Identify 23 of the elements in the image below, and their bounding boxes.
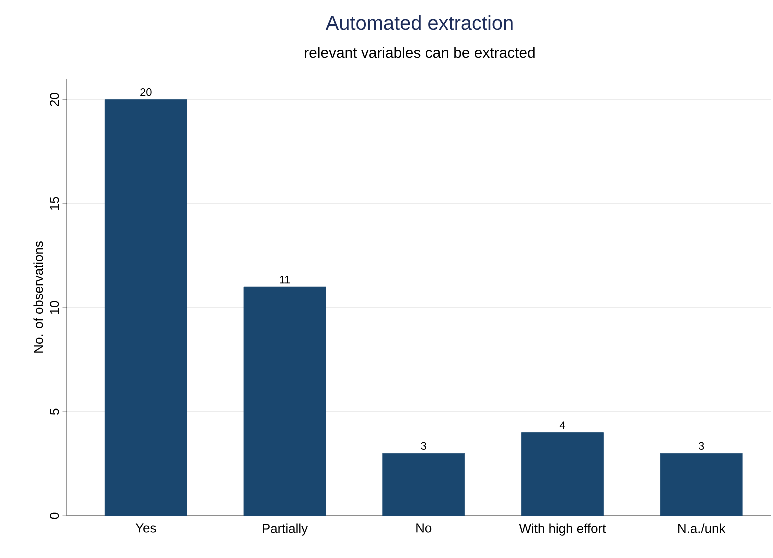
x-tick-label: With high effort <box>519 524 606 536</box>
chart-subtitle: relevant variables can be extracted <box>305 47 535 58</box>
y-tick-label: 20 <box>50 93 60 106</box>
x-tick-label: No <box>416 524 432 533</box>
y-tick-label: 10 <box>50 301 60 314</box>
chart-title: Automated extraction <box>326 16 513 30</box>
x-tick-label: Yes <box>136 524 156 533</box>
bar <box>382 453 466 516</box>
data-label: 11 <box>280 276 290 284</box>
data-label: 3 <box>421 442 426 450</box>
y-tick-label: 0 <box>50 512 60 520</box>
data-label: 4 <box>560 422 566 430</box>
y-tick-label: 15 <box>50 197 60 210</box>
data-label: 3 <box>698 442 704 450</box>
x-tick-label: Partially <box>263 524 308 536</box>
x-tick-label: N.a./unk <box>678 524 726 534</box>
y-axis-title: No. of observations <box>34 242 44 353</box>
y-tick-label: 5 <box>50 408 60 416</box>
bar <box>522 432 604 516</box>
bar <box>244 286 326 516</box>
bar <box>660 453 743 516</box>
data-label: 20 <box>140 88 152 96</box>
bar <box>104 100 188 516</box>
